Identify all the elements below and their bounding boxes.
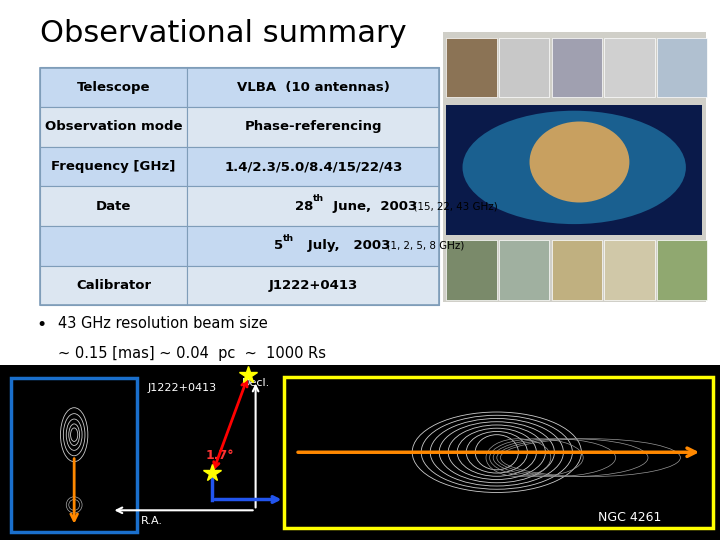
Bar: [40, 186, 187, 226]
Text: Observational summary: Observational summary: [40, 19, 406, 48]
Bar: [187, 266, 439, 305]
Text: 1.7°: 1.7°: [205, 449, 234, 462]
Bar: [443, 32, 706, 302]
Text: Observation mode: Observation mode: [45, 120, 182, 133]
Bar: [552, 240, 602, 300]
Ellipse shape: [529, 122, 629, 202]
Bar: [187, 68, 439, 107]
Bar: [0, 364, 720, 540]
Bar: [657, 38, 707, 97]
Bar: [446, 105, 702, 235]
Text: th: th: [283, 234, 294, 243]
Bar: [187, 107, 439, 147]
Bar: [284, 377, 713, 528]
Text: (15, 22, 43 GHz): (15, 22, 43 GHz): [407, 201, 498, 211]
Text: J1222+0413: J1222+0413: [148, 383, 217, 394]
Bar: [187, 186, 439, 226]
Text: July,   2003: July, 2003: [294, 239, 390, 252]
Bar: [40, 226, 187, 266]
Text: 43 GHz resolution beam size: 43 GHz resolution beam size: [58, 316, 267, 331]
Text: Decl.: Decl.: [241, 378, 270, 388]
Bar: [552, 38, 602, 97]
Text: Calibrator: Calibrator: [76, 279, 151, 292]
Text: 1.4/2.3/5.0/8.4/15/22/43: 1.4/2.3/5.0/8.4/15/22/43: [224, 160, 402, 173]
Text: VLBA  (10 antennas): VLBA (10 antennas): [237, 81, 390, 94]
Text: (1, 2, 5, 8 GHz): (1, 2, 5, 8 GHz): [380, 241, 464, 251]
Text: J1222+0413: J1222+0413: [269, 279, 358, 292]
Text: ~ 0.15 [mas] ~ 0.04  pc  ~  1000 Rs: ~ 0.15 [mas] ~ 0.04 pc ~ 1000 Rs: [58, 346, 325, 361]
Text: 28: 28: [295, 200, 313, 213]
Bar: [40, 68, 439, 305]
Text: th: th: [313, 194, 325, 204]
Bar: [446, 240, 497, 300]
Bar: [499, 240, 549, 300]
Text: NGC 4261: NGC 4261: [598, 511, 662, 524]
Bar: [604, 240, 654, 300]
Bar: [657, 240, 707, 300]
Text: Phase-referencing: Phase-referencing: [245, 120, 382, 133]
Bar: [40, 107, 187, 147]
Bar: [40, 266, 187, 305]
Bar: [499, 38, 549, 97]
Bar: [40, 147, 187, 186]
Ellipse shape: [462, 111, 686, 224]
Bar: [40, 68, 187, 107]
Text: Frequency [GHz]: Frequency [GHz]: [51, 160, 176, 173]
Bar: [11, 378, 137, 532]
Text: Date: Date: [96, 200, 131, 213]
Text: •: •: [36, 316, 46, 334]
Text: R.A.: R.A.: [140, 516, 163, 526]
Text: June,  2003: June, 2003: [324, 200, 418, 213]
Bar: [604, 38, 654, 97]
Text: Telescope: Telescope: [77, 81, 150, 94]
Bar: [187, 226, 439, 266]
Text: 5: 5: [274, 239, 283, 252]
Bar: [187, 147, 439, 186]
Bar: [446, 38, 497, 97]
